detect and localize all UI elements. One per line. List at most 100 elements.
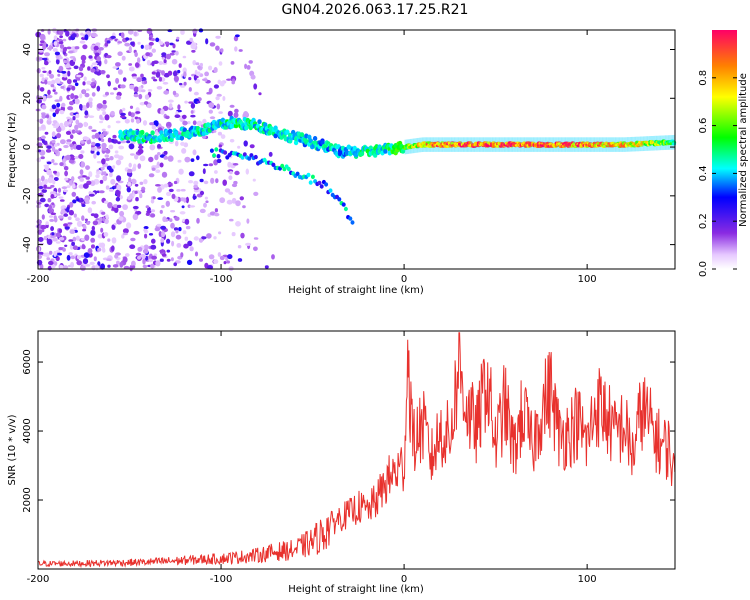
heatmap-cell — [163, 155, 168, 160]
heatmap-cell — [56, 133, 62, 139]
heatmap-cell — [80, 265, 86, 271]
heatmap-cell — [54, 99, 61, 102]
heatmap-y-axis-label: Frequency (Hz) — [7, 112, 18, 188]
heatmap-cell — [207, 265, 213, 270]
heatmap-cell — [101, 128, 106, 132]
heatmap-cell — [50, 184, 55, 188]
heatmap-cell — [237, 245, 242, 249]
heatmap-cell — [204, 71, 210, 77]
heatmap-cell — [125, 253, 130, 257]
heatmap-cell — [220, 48, 224, 53]
heatmap-cell — [74, 130, 80, 134]
heatmap-cell — [80, 140, 85, 144]
heatmap-cell — [115, 159, 122, 166]
heatmap-cell — [83, 183, 89, 189]
heatmap-cell — [66, 254, 71, 261]
heatmap-cell — [253, 246, 258, 252]
colorbar-ticks: 0.0 0.2 0.4 0.6 0.8 — [698, 70, 737, 277]
heatmap-cell — [131, 260, 136, 267]
heatmap-cell — [46, 114, 49, 119]
heatmap-cell — [240, 155, 245, 160]
heatmap-cell — [99, 242, 106, 248]
heatmap-cell — [219, 255, 225, 261]
heatmap-cell — [204, 196, 208, 200]
heatmap-cell — [52, 237, 58, 242]
heatmap-cell — [151, 255, 158, 260]
heatmap-cell — [76, 74, 82, 78]
heatmap-cell — [114, 254, 119, 259]
heatmap-cell — [222, 96, 226, 101]
heatmap-cell — [74, 46, 80, 50]
heatmap-cell — [56, 171, 60, 177]
heatmap-cell — [97, 247, 102, 252]
heatmap-cell — [128, 66, 135, 72]
heatmap-cell — [82, 81, 86, 86]
heatmap-cell — [84, 234, 90, 241]
heatmap-cell — [209, 42, 216, 47]
heatmap-cell — [150, 263, 155, 269]
heatmap-cell — [157, 152, 161, 156]
heatmap-cell — [78, 154, 84, 159]
heatmap-cell — [36, 99, 42, 104]
heatmap-cell — [160, 225, 167, 230]
heatmap-cell — [67, 222, 73, 225]
heatmap-cell — [70, 93, 75, 100]
heatmap-cell — [70, 255, 76, 260]
heatmap-cell — [170, 231, 176, 238]
heatmap-cell — [68, 239, 74, 242]
heatmap-cell — [215, 178, 219, 184]
heatmap-cell — [144, 80, 148, 84]
heatmap-cell — [199, 208, 206, 214]
heatmap-cell — [62, 47, 67, 52]
heatmap-cell — [86, 221, 90, 225]
heatmap-cell — [113, 222, 117, 226]
heatmap-cell — [130, 178, 137, 185]
heatmap-cell — [183, 81, 187, 86]
heatmap-cell — [155, 37, 160, 42]
heatmap-cell — [176, 189, 181, 192]
heatmap-cell — [202, 118, 207, 125]
heatmap-cell — [81, 215, 85, 221]
heatmap-cell — [157, 186, 162, 193]
heatmap-cell — [162, 81, 169, 85]
heatmap-cell — [173, 262, 177, 267]
heatmap-cell — [193, 184, 199, 189]
heatmap-cell — [341, 202, 346, 207]
heatmap-cell — [51, 232, 55, 236]
heatmap-cell — [52, 112, 57, 118]
heatmap-cell — [155, 260, 161, 267]
snr-y-tick-label: 4000 — [22, 418, 33, 443]
heatmap-cell — [127, 29, 134, 35]
colorbar-tick-label: 0.6 — [698, 118, 709, 134]
heatmap-cell — [118, 216, 124, 221]
heatmap-cell — [94, 52, 100, 57]
heatmap-cell — [328, 188, 333, 193]
heatmap-cell — [41, 188, 47, 193]
heatmap-cell — [308, 180, 313, 185]
heatmap-cell — [188, 180, 194, 184]
heatmap-cell — [133, 86, 139, 93]
heatmap-cell — [271, 162, 276, 167]
heatmap-cell — [69, 229, 76, 234]
heatmap-cell — [186, 259, 193, 265]
heatmap-cell — [166, 258, 171, 262]
heatmap-cell — [151, 48, 156, 53]
heatmap-cell — [102, 217, 106, 222]
heatmap-cell — [222, 179, 227, 186]
heatmap-cell — [192, 149, 197, 156]
heatmap-cell — [196, 120, 203, 127]
heatmap-cell — [39, 73, 44, 78]
snr-x-axis-label: Height of straight line (km) — [288, 584, 424, 595]
heatmap-cell — [102, 111, 107, 116]
heatmap-cell — [193, 180, 199, 186]
heatmap-cell — [82, 258, 89, 265]
heatmap-cell — [203, 180, 209, 185]
heatmap-cell — [235, 200, 241, 207]
heatmap-cell — [37, 84, 41, 91]
heatmap-cell — [45, 221, 49, 226]
heatmap-cell — [137, 255, 141, 260]
heatmap-cell — [138, 143, 142, 150]
heatmap-cell — [122, 107, 126, 112]
heatmap-cell — [213, 236, 217, 240]
heatmap-cell — [96, 85, 101, 92]
